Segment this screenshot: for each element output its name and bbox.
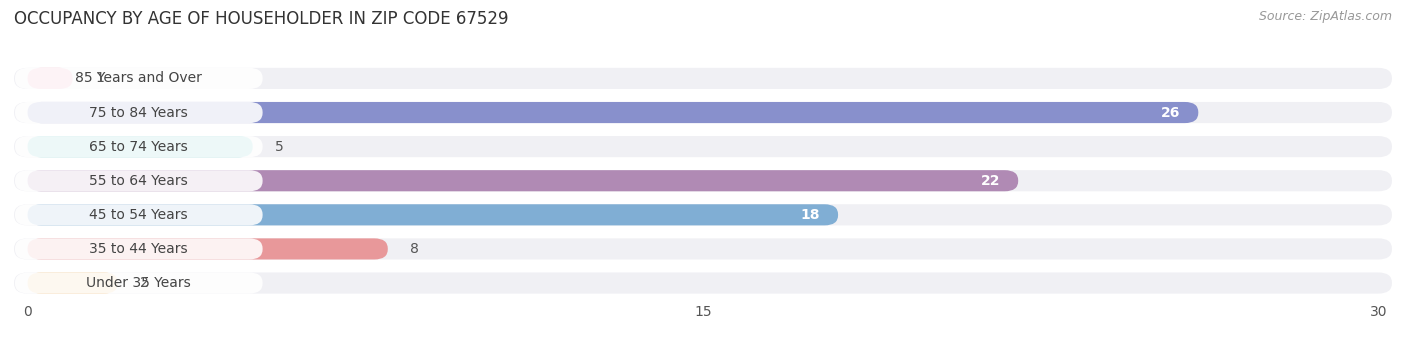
FancyBboxPatch shape xyxy=(15,170,263,191)
Text: OCCUPANCY BY AGE OF HOUSEHOLDER IN ZIP CODE 67529: OCCUPANCY BY AGE OF HOUSEHOLDER IN ZIP C… xyxy=(14,10,509,28)
FancyBboxPatch shape xyxy=(14,68,1392,89)
Text: 85 Years and Over: 85 Years and Over xyxy=(76,71,202,86)
Text: 26: 26 xyxy=(1161,105,1180,120)
Text: 1: 1 xyxy=(96,71,104,86)
FancyBboxPatch shape xyxy=(28,238,388,260)
Text: 55 to 64 Years: 55 to 64 Years xyxy=(90,174,188,188)
Text: 18: 18 xyxy=(800,208,820,222)
Text: 8: 8 xyxy=(411,242,419,256)
FancyBboxPatch shape xyxy=(14,238,1392,260)
Text: 2: 2 xyxy=(141,276,149,290)
FancyBboxPatch shape xyxy=(15,136,263,157)
FancyBboxPatch shape xyxy=(14,170,1392,191)
Text: 5: 5 xyxy=(276,139,284,154)
Text: 75 to 84 Years: 75 to 84 Years xyxy=(90,105,188,120)
FancyBboxPatch shape xyxy=(15,68,263,89)
FancyBboxPatch shape xyxy=(28,272,118,294)
FancyBboxPatch shape xyxy=(28,136,253,157)
FancyBboxPatch shape xyxy=(15,272,263,294)
FancyBboxPatch shape xyxy=(14,102,1392,123)
FancyBboxPatch shape xyxy=(15,238,263,260)
Text: 65 to 74 Years: 65 to 74 Years xyxy=(90,139,188,154)
Text: Source: ZipAtlas.com: Source: ZipAtlas.com xyxy=(1258,10,1392,23)
FancyBboxPatch shape xyxy=(28,170,1018,191)
FancyBboxPatch shape xyxy=(15,102,263,123)
FancyBboxPatch shape xyxy=(28,68,73,89)
FancyBboxPatch shape xyxy=(28,102,1198,123)
FancyBboxPatch shape xyxy=(14,272,1392,294)
Text: Under 35 Years: Under 35 Years xyxy=(86,276,191,290)
Text: 22: 22 xyxy=(981,174,1000,188)
FancyBboxPatch shape xyxy=(28,204,838,225)
FancyBboxPatch shape xyxy=(14,136,1392,157)
FancyBboxPatch shape xyxy=(15,204,263,225)
FancyBboxPatch shape xyxy=(14,204,1392,225)
Text: 45 to 54 Years: 45 to 54 Years xyxy=(90,208,188,222)
Text: 35 to 44 Years: 35 to 44 Years xyxy=(90,242,188,256)
